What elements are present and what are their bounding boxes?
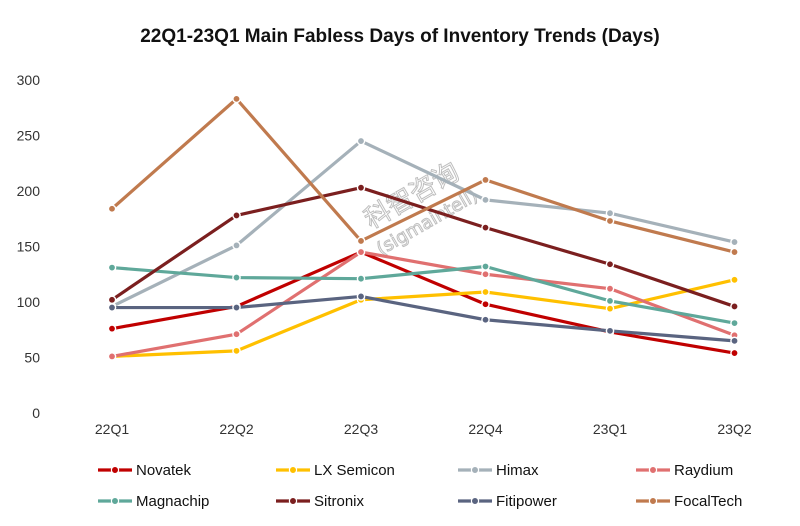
data-point — [605, 326, 615, 336]
legend-label: Himax — [496, 462, 539, 479]
series-raydium — [107, 247, 739, 361]
data-point — [356, 236, 366, 246]
data-point — [605, 208, 615, 218]
series-magnachip — [107, 262, 739, 328]
legend-label: Sitronix — [314, 493, 365, 510]
data-point — [232, 273, 241, 282]
series-lx-semicon — [107, 275, 739, 361]
legend-swatch-marker — [470, 496, 480, 506]
series-line — [110, 139, 737, 309]
data-point — [481, 269, 490, 279]
legend: Novatek LX Semicon Himax Raydium Magnachip Si… — [98, 462, 742, 510]
data-point — [730, 237, 739, 247]
legend-item: Magnachip — [98, 493, 209, 510]
data-point — [481, 175, 490, 185]
data-point — [107, 204, 117, 214]
x-axis-ticks: 22Q1 22Q2 22Q3 22Q4 23Q1 23Q2 — [95, 421, 752, 437]
data-point — [605, 259, 615, 269]
legend-label: LX Semicon — [314, 462, 395, 479]
series-line — [110, 186, 737, 309]
legend-label: Magnachip — [136, 493, 209, 510]
data-point — [730, 318, 739, 328]
series-sitronix — [107, 183, 739, 311]
x-tick-label: 22Q1 — [95, 421, 129, 437]
data-point — [232, 303, 241, 312]
data-point — [730, 275, 739, 285]
data-point — [107, 263, 117, 272]
data-point — [605, 284, 615, 293]
data-point — [107, 352, 117, 361]
data-point — [107, 303, 117, 312]
series-line — [110, 294, 737, 343]
y-tick-label: 0 — [32, 405, 40, 421]
legend-label: Fitipower — [496, 493, 557, 510]
x-tick-label: 23Q2 — [717, 421, 751, 437]
data-point — [232, 94, 241, 104]
data-point — [356, 136, 366, 146]
data-point — [605, 304, 615, 313]
series-line — [110, 278, 737, 358]
data-point — [605, 296, 615, 306]
y-tick-label: 200 — [17, 183, 41, 199]
legend-label: Novatek — [136, 462, 192, 479]
legend-item: FocalTech — [636, 493, 742, 510]
data-point — [232, 329, 241, 339]
legend-item: Raydium — [636, 462, 733, 479]
y-tick-label: 300 — [17, 72, 41, 88]
legend-item: Sitronix — [276, 493, 365, 510]
data-point — [356, 247, 366, 257]
legend-swatch-marker — [470, 465, 480, 475]
series-line — [110, 250, 737, 358]
data-point — [605, 216, 615, 226]
data-point — [107, 324, 117, 333]
data-point — [481, 262, 490, 271]
data-point — [730, 302, 739, 311]
legend-swatch-marker — [288, 496, 298, 506]
legend-label: FocalTech — [674, 493, 742, 510]
chart-title: 22Q1-23Q1 Main Fabless Days of Inventory… — [140, 26, 660, 47]
x-tick-label: 22Q2 — [219, 421, 253, 437]
y-tick-label: 50 — [24, 350, 40, 366]
series-layer — [107, 94, 739, 361]
series-line — [110, 250, 737, 355]
series-focaltech — [107, 94, 739, 257]
legend-item: LX Semicon — [276, 462, 395, 479]
data-point — [481, 195, 490, 205]
data-point — [356, 274, 366, 283]
data-point — [232, 211, 241, 220]
legend-item: Novatek — [98, 462, 192, 479]
series-fitipower — [107, 292, 739, 346]
data-point — [481, 223, 490, 232]
series-line — [110, 264, 737, 325]
legend-swatch-marker — [288, 465, 298, 475]
legend-swatch-marker — [648, 496, 658, 506]
legend-swatch-marker — [648, 465, 658, 475]
data-point — [232, 241, 241, 250]
series-line — [110, 97, 737, 254]
data-point — [356, 292, 366, 301]
data-point — [481, 299, 490, 309]
y-tick-label: 150 — [17, 239, 41, 255]
legend-swatch-marker — [110, 496, 120, 506]
y-axis-ticks: 0 50 100 150 200 250 300 — [17, 72, 41, 421]
y-tick-label: 100 — [17, 294, 41, 310]
legend-item: Himax — [458, 462, 539, 479]
x-tick-label: 22Q3 — [344, 421, 378, 437]
data-point — [481, 287, 490, 297]
x-tick-label: 22Q4 — [468, 421, 502, 437]
legend-label: Raydium — [674, 462, 733, 479]
legend-swatch-marker — [110, 465, 120, 475]
data-point — [107, 295, 117, 305]
data-point — [481, 315, 490, 325]
data-point — [232, 346, 241, 356]
legend-item: Fitipower — [458, 493, 557, 510]
data-point — [730, 348, 739, 358]
data-point — [730, 336, 739, 346]
data-point — [356, 183, 366, 192]
data-point — [730, 247, 739, 257]
y-tick-label: 250 — [17, 128, 41, 144]
x-tick-label: 23Q1 — [593, 421, 627, 437]
